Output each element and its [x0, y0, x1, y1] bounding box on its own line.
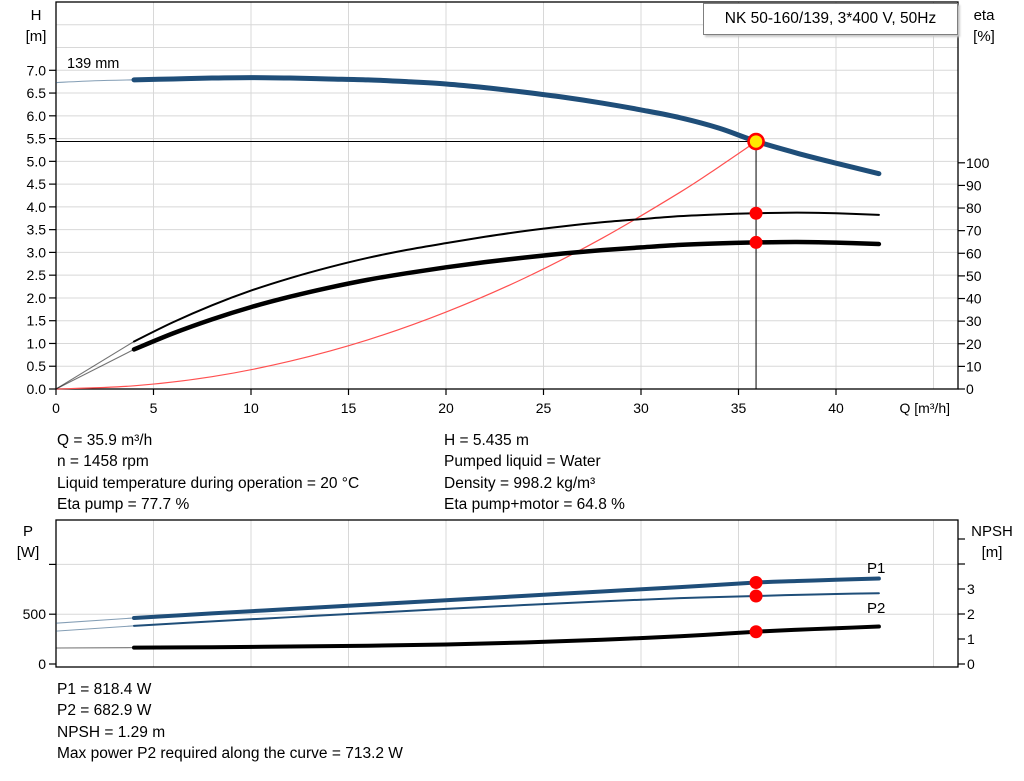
duty-marker-dot	[749, 575, 763, 589]
q-tick-label: 0	[52, 400, 60, 416]
h-tick-label: 0.0	[27, 381, 47, 397]
info-line-pumped-liquid: Pumped liquid = Water	[444, 453, 601, 471]
eta-tick-label: 30	[966, 313, 982, 329]
npsh-tick-label: 2	[967, 606, 975, 622]
npsh-curve	[132, 624, 881, 650]
h-tick-label: 5.5	[27, 131, 47, 147]
h-tick-label: 4.5	[27, 176, 47, 192]
eta-marker-dot	[749, 235, 763, 249]
eta-marker-dot	[749, 206, 763, 220]
q-tick-label: 30	[633, 400, 649, 416]
h-tick-label: 2.0	[27, 290, 47, 306]
info-line-p2: P2 = 682.9 W	[57, 702, 152, 720]
eta-tick-label: 70	[966, 223, 982, 239]
info-line-eta-pump: Eta pump = 77.7 %	[57, 495, 190, 513]
info-line-liquid-temp: Liquid temperature during operation = 20…	[57, 474, 360, 492]
eta-pump-motor-leadin	[55, 348, 135, 390]
power-npsh-info: P1 = 818.4 W P2 = 682.9 W NPSH = 1.29 m …	[57, 679, 403, 764]
h-tick-label: 3.0	[27, 244, 47, 260]
eta-tick-label: 100	[966, 155, 990, 171]
eta-pump-motor-curve	[131, 239, 882, 352]
eta-tick-label: 0	[966, 381, 974, 397]
eta-tick-label: 40	[966, 291, 982, 307]
q-tick-label: 25	[536, 400, 552, 416]
duty-marker-dot	[749, 589, 763, 603]
info-line-p1: P1 = 818.4 W	[57, 681, 152, 698]
duty-marker-dot	[749, 625, 763, 639]
head-axis-title: H [m]	[25, 7, 47, 45]
duty-point-info-right: H = 5.435 m Pumped liquid = Water Densit…	[444, 430, 625, 515]
head-chart-frame	[55, 1, 959, 390]
npsh-tick-label: 1	[967, 631, 975, 647]
npsh-tick-label: 0	[967, 656, 975, 672]
eta-tick-label: 50	[966, 268, 982, 284]
head-leadin	[55, 79, 135, 84]
system-curve	[55, 141, 757, 390]
info-line-density: Density = 998.2 kg/m³	[444, 474, 596, 492]
eta-tick-label: 10	[966, 358, 982, 374]
p-tick-label: 0	[38, 656, 46, 672]
h-tick-label: 1.5	[27, 313, 47, 329]
pump-title-box: NK 50-160/139, 3*400 V, 50Hz	[703, 3, 958, 35]
eta-pump-leadin	[55, 341, 135, 390]
h-tick-label: 7.0	[27, 62, 47, 78]
info-line-npsh: NPSH = 1.29 m	[57, 723, 166, 741]
impeller-diameter-label: 139 mm	[67, 56, 120, 72]
h-tick-label: 6.5	[27, 85, 47, 101]
power-axis-title: P [W]	[16, 523, 40, 561]
q-tick-label: 35	[731, 400, 747, 416]
p1-series-label: P1	[867, 560, 885, 577]
q-axis-title: Q [m³/h]	[899, 400, 950, 416]
eta-tick-label: 80	[966, 200, 982, 216]
p2-series-label: P2	[867, 600, 885, 617]
p-tick-label: 500	[23, 606, 47, 622]
eta-axis-title: eta [%]	[973, 7, 995, 45]
eta-pump-curve	[133, 211, 880, 343]
duty-point-info-left: Q = 35.9 m³/h n = 1458 rpm Liquid temper…	[57, 430, 359, 515]
info-line-speed: n = 1458 rpm	[57, 453, 149, 471]
h-tick-label: 3.5	[27, 222, 47, 238]
q-tick-label: 40	[828, 400, 844, 416]
q-tick-label: 10	[243, 400, 259, 416]
info-line-max-power: Max power P2 required along the curve = …	[57, 744, 403, 762]
head-curve	[131, 75, 882, 177]
npsh-axis-title: NPSH [m]	[971, 523, 1013, 561]
h-tick-label: 5.0	[27, 153, 47, 169]
p2-curve	[133, 592, 880, 627]
h-tick-label: 4.0	[27, 199, 47, 215]
p2-leadin	[55, 625, 135, 632]
npsh-tick-label: 3	[967, 581, 975, 597]
eta-tick-label: 20	[966, 336, 982, 352]
info-line-q: Q = 35.9 m³/h	[57, 432, 153, 449]
info-line-eta-pump-motor: Eta pump+motor = 64.8 %	[444, 495, 625, 513]
h-tick-label: 2.5	[27, 267, 47, 283]
h-tick-label: 0.5	[27, 358, 47, 374]
q-tick-label: 20	[438, 400, 454, 416]
p1-curve	[132, 576, 881, 620]
info-line-head: H = 5.435 m	[444, 432, 529, 449]
eta-tick-label: 60	[966, 245, 982, 261]
q-tick-label: 5	[150, 400, 158, 416]
power-chart-frame	[55, 519, 959, 668]
q-tick-label: 15	[341, 400, 357, 416]
eta-tick-label: 90	[966, 177, 982, 193]
h-tick-label: 1.0	[27, 335, 47, 351]
h-tick-label: 6.0	[27, 108, 47, 124]
operating-point-marker[interactable]	[747, 132, 765, 151]
p1-leadin	[55, 617, 135, 624]
